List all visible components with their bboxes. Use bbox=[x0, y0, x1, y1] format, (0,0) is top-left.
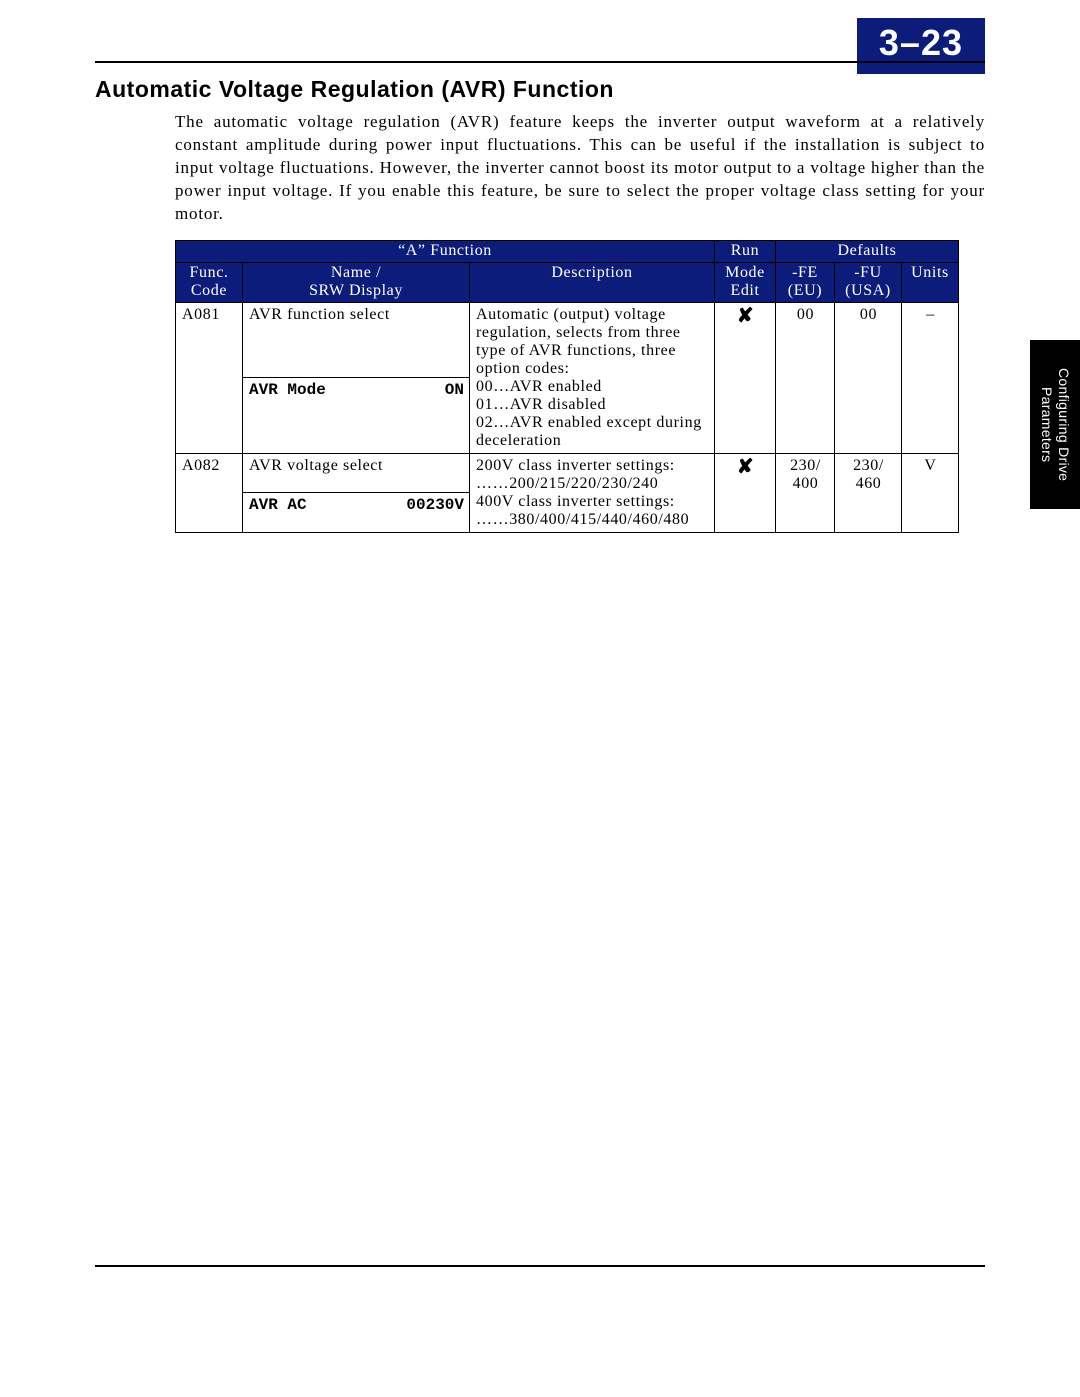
srw-value: 00230V bbox=[406, 496, 464, 514]
cell-code: A081 bbox=[176, 302, 243, 453]
cell-description: 200V class inverter settings: ……200/215/… bbox=[470, 453, 715, 532]
section-title: Automatic Voltage Regulation (AVR) Funct… bbox=[95, 76, 985, 103]
side-tab: Configuring Drive Parameters bbox=[1030, 340, 1080, 509]
x-mark-icon: ✘ bbox=[737, 456, 754, 478]
col-fe: -FE (EU) bbox=[776, 262, 835, 302]
cell-fu: 230/ 460 bbox=[835, 453, 902, 532]
srw-value: ON bbox=[445, 381, 464, 399]
cell-units: – bbox=[902, 302, 959, 453]
group-header-a-function: “A” Function bbox=[176, 240, 715, 262]
group-header-defaults: Defaults bbox=[776, 240, 959, 262]
page-root: 3–23 Automatic Voltage Regulation (AVR) … bbox=[0, 0, 1080, 1397]
cell-mode: ✘ bbox=[715, 453, 776, 532]
cell-name: AVR function select bbox=[243, 302, 470, 378]
parameter-table: “A” Function Run Defaults Func. Code Nam… bbox=[175, 240, 959, 533]
col-desc: Description bbox=[470, 262, 715, 302]
cell-fu: 00 bbox=[835, 302, 902, 453]
col-name: Name / SRW Display bbox=[243, 262, 470, 302]
group-header-run: Run bbox=[715, 240, 776, 262]
cell-srw: AVR Mode ON bbox=[243, 378, 470, 454]
cell-fe: 230/ 400 bbox=[776, 453, 835, 532]
col-fu: -FU (USA) bbox=[835, 262, 902, 302]
cell-mode: ✘ bbox=[715, 302, 776, 453]
srw-label: AVR AC bbox=[249, 496, 307, 514]
cell-fe: 00 bbox=[776, 302, 835, 453]
col-units: Units bbox=[902, 262, 959, 302]
x-mark-icon: ✘ bbox=[737, 305, 754, 327]
table-row: A082 AVR voltage select 200V class inver… bbox=[176, 453, 959, 493]
srw-label: AVR Mode bbox=[249, 381, 326, 399]
bottom-rule bbox=[95, 1265, 985, 1267]
cell-srw: AVR AC 00230V bbox=[243, 493, 470, 533]
body-paragraph: The automatic voltage regulation (AVR) f… bbox=[175, 111, 985, 226]
page-number: 3–23 bbox=[857, 18, 985, 74]
cell-code: A082 bbox=[176, 453, 243, 532]
col-func: Func. Code bbox=[176, 262, 243, 302]
top-rule bbox=[95, 61, 985, 63]
cell-description: Automatic (output) voltage regulation, s… bbox=[470, 302, 715, 453]
table-row: A081 AVR function select Automatic (outp… bbox=[176, 302, 959, 378]
col-mode: Mode Edit bbox=[715, 262, 776, 302]
cell-units: V bbox=[902, 453, 959, 532]
cell-name: AVR voltage select bbox=[243, 453, 470, 493]
